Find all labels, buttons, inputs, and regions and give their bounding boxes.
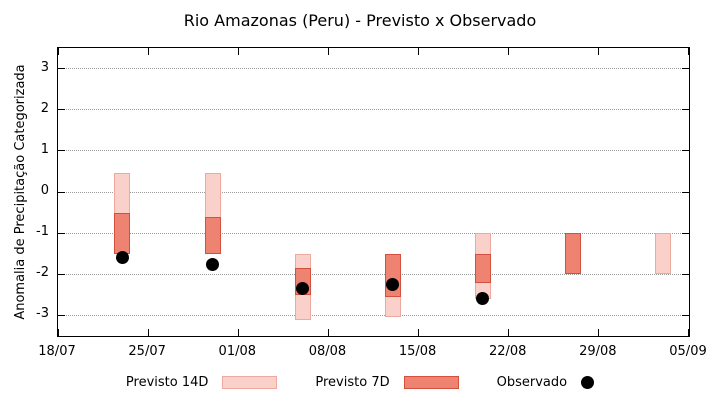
legend-label-previsto-14d: Previsto 14D bbox=[125, 374, 209, 390]
y-tick-mark bbox=[682, 314, 689, 316]
y-tick-label: 1 bbox=[40, 141, 49, 157]
y-tick-mark bbox=[682, 191, 689, 193]
y-tick-mark bbox=[58, 273, 65, 275]
x-tick-mark bbox=[237, 329, 239, 336]
x-tick-mark bbox=[147, 329, 149, 336]
y-tick-mark bbox=[58, 191, 65, 193]
legend-item-previsto-14d: Previsto 14D bbox=[125, 374, 278, 390]
y-tick-label: -3 bbox=[36, 306, 49, 322]
observed-point bbox=[206, 257, 220, 271]
observed-point bbox=[476, 292, 490, 306]
chart-title: Rio Amazonas (Peru) - Previsto x Observa… bbox=[183, 11, 537, 30]
range-bar-previsto-7d bbox=[474, 253, 491, 283]
plot-area bbox=[57, 47, 690, 337]
x-tick-label: 25/07 bbox=[128, 344, 166, 359]
x-tick-mark bbox=[688, 48, 689, 55]
grid-line bbox=[58, 273, 689, 275]
y-tick-label: 3 bbox=[40, 59, 49, 75]
legend-item-observado: Observado bbox=[496, 374, 595, 390]
y-tick-mark bbox=[58, 314, 65, 316]
observado-dot-swatch bbox=[581, 375, 595, 389]
y-tick-label: -2 bbox=[36, 265, 49, 281]
x-tick-mark bbox=[327, 329, 329, 336]
range-bar-previsto-7d bbox=[204, 216, 221, 254]
x-tick-mark bbox=[237, 48, 239, 55]
y-tick-label: 0 bbox=[40, 183, 49, 198]
range-bar-previsto-7d bbox=[565, 233, 582, 275]
x-tick-mark bbox=[58, 48, 59, 55]
legend: Previsto 14D Previsto 7D Observado bbox=[0, 369, 720, 395]
y-tick-mark bbox=[58, 68, 65, 70]
grid-line bbox=[58, 68, 689, 70]
x-tick-mark bbox=[508, 48, 510, 55]
y-tick-mark bbox=[682, 232, 689, 234]
x-tick-mark bbox=[327, 48, 329, 55]
x-tick-label: 29/08 bbox=[579, 344, 617, 359]
legend-label-previsto-7d: Previsto 7D bbox=[315, 374, 390, 390]
x-tick-mark bbox=[598, 48, 600, 55]
y-tick-mark bbox=[682, 68, 689, 70]
y-tick-label: 2 bbox=[40, 100, 49, 116]
y-tick-mark bbox=[682, 109, 689, 111]
observed-point bbox=[115, 251, 129, 265]
x-tick-label: 22/08 bbox=[488, 344, 527, 359]
x-tick-label: 15/08 bbox=[398, 344, 437, 359]
y-tick-label: -1 bbox=[36, 224, 49, 240]
legend-item-previsto-7d: Previsto 7D bbox=[315, 374, 459, 390]
x-tick-mark bbox=[418, 329, 420, 336]
y-tick-mark bbox=[58, 232, 65, 234]
grid-line bbox=[58, 191, 689, 193]
x-tick-mark bbox=[58, 329, 59, 336]
x-tick-label: 08/08 bbox=[308, 344, 347, 359]
x-tick-mark bbox=[688, 329, 689, 336]
x-tick-mark bbox=[418, 48, 420, 55]
range-bar-previsto-7d bbox=[114, 212, 131, 254]
range-bar-previsto-14d bbox=[655, 233, 672, 275]
x-tick-label: 05/09 bbox=[669, 344, 707, 359]
y-tick-mark bbox=[58, 109, 65, 111]
x-tick-mark bbox=[508, 329, 510, 336]
observed-point bbox=[296, 282, 310, 296]
x-tick-mark bbox=[147, 48, 149, 55]
x-tick-label: 18/07 bbox=[38, 344, 76, 359]
grid-line bbox=[58, 109, 689, 111]
grid-line bbox=[58, 314, 689, 316]
y-tick-mark bbox=[682, 150, 689, 152]
observed-point bbox=[386, 278, 400, 292]
previsto-14d-swatch bbox=[222, 375, 278, 389]
grid-line bbox=[58, 232, 689, 234]
y-tick-mark bbox=[682, 273, 689, 275]
grid-line bbox=[58, 150, 689, 152]
x-tick-label: 01/08 bbox=[218, 344, 257, 359]
previsto-7d-swatch bbox=[403, 375, 459, 389]
x-tick-mark bbox=[598, 329, 600, 336]
legend-label-observado: Observado bbox=[496, 374, 568, 390]
y-tick-mark bbox=[58, 150, 65, 152]
